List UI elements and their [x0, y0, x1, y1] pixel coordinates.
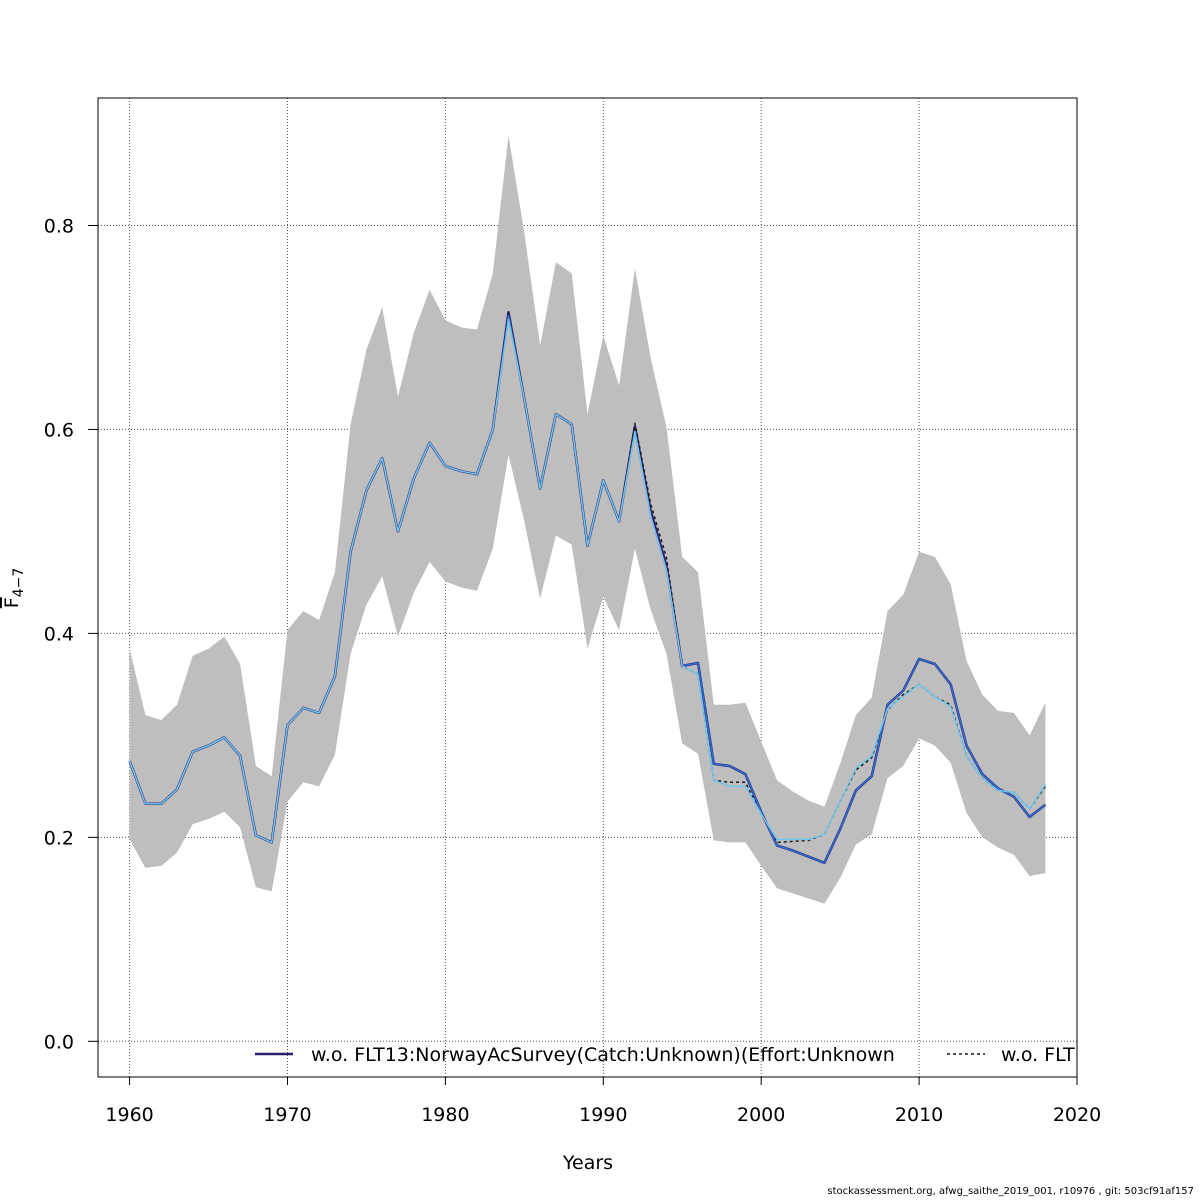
y-tick-label-4: 0.8	[44, 215, 74, 237]
x-axis-title: Years	[562, 1152, 613, 1174]
series-line-3	[128, 318, 1047, 844]
y-axis-title-main: F	[1, 597, 23, 608]
x-tick-label-6: 2020	[1053, 1104, 1101, 1126]
y-tick-label-2: 0.4	[44, 623, 74, 645]
confidence-band-layer	[129, 135, 1046, 904]
svg-text:F4−7: F4−7	[1, 568, 27, 608]
x-tick-label-1: 1970	[263, 1104, 311, 1126]
y-axis: 0.0 0.2 0.4 0.6 0.8	[44, 215, 99, 1053]
legend-label-1: w.o. FLT	[1001, 1044, 1075, 1066]
x-tick-label-5: 2010	[895, 1104, 943, 1126]
confidence-band	[129, 135, 1046, 904]
y-tick-label-1: 0.2	[44, 827, 74, 849]
y-tick-label-3: 0.6	[44, 419, 74, 441]
x-tick-label-0: 1960	[105, 1104, 153, 1126]
x-tick-label-2: 1980	[421, 1104, 469, 1126]
legend: w.o. FLT13:NorwayAcSurvey(Catch:Unknown)…	[255, 1044, 1075, 1066]
x-tick-label-4: 2000	[737, 1104, 785, 1126]
y-axis-title-sub: 4−7	[11, 568, 27, 598]
y-tick-label-0: 0.0	[44, 1031, 74, 1053]
footer-note: stockassessment.org, afwg_saithe_2019_00…	[827, 1186, 1194, 1197]
x-axis: 1960 1970 1980 1990 2000 2010 2020	[105, 1076, 1101, 1126]
series-layer	[128, 310, 1047, 865]
x-tick-label-3: 1990	[579, 1104, 627, 1126]
y-axis-title: F4−7	[1, 568, 27, 608]
legend-label-0: w.o. FLT13:NorwayAcSurvey(Catch:Unknown)…	[311, 1044, 895, 1066]
